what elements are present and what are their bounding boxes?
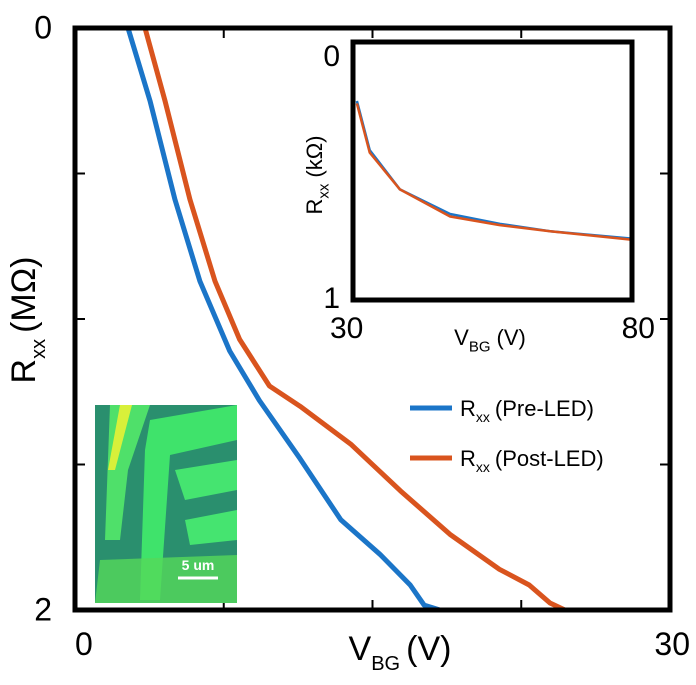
axis-label-main: R bbox=[5, 359, 43, 384]
axis-label: Rxx (MΩ) bbox=[5, 257, 50, 384]
data-line bbox=[125, 27, 670, 613]
axis-label-unit: (MΩ) bbox=[5, 257, 43, 333]
axis-label: VBG (V) bbox=[349, 630, 452, 675]
axis-label-unit: (kΩ) bbox=[302, 136, 327, 178]
inset-background bbox=[353, 42, 632, 300]
micrograph-feature bbox=[140, 405, 237, 600]
axis-label-main: V bbox=[454, 325, 469, 350]
legend-suffix: (Pre-LED) bbox=[495, 396, 594, 421]
scale-label: 5 um bbox=[182, 557, 215, 573]
micrograph-feature bbox=[185, 510, 237, 545]
axis-label-sub: BG bbox=[371, 653, 400, 675]
micrograph-feature bbox=[95, 555, 237, 603]
axis-label: VBG (V) bbox=[454, 325, 526, 356]
legend-sub: xx bbox=[476, 409, 490, 425]
legend-name: R bbox=[460, 396, 476, 421]
axis-label-main: R bbox=[302, 199, 327, 215]
micrograph: 5 um bbox=[95, 405, 237, 603]
micrograph-feature bbox=[108, 405, 132, 470]
axis-label: Rxx (kΩ) bbox=[302, 136, 333, 215]
data-line bbox=[142, 27, 670, 613]
y-tick-label: 0 bbox=[34, 9, 52, 45]
y-tick-label: 2 bbox=[34, 591, 52, 627]
legend-label: Rxx (Post-LED) bbox=[460, 446, 604, 475]
axis-label-main: V bbox=[349, 630, 372, 668]
legend-name: R bbox=[460, 446, 476, 471]
x-tick-label: 30 bbox=[330, 312, 363, 345]
x-tick-label: 80 bbox=[622, 312, 655, 345]
legend-sub: xx bbox=[476, 459, 490, 475]
legend-label: Rxx (Pre-LED) bbox=[460, 396, 594, 425]
y-tick-label: 0 bbox=[323, 40, 340, 73]
axis-label-sub: xx bbox=[28, 339, 50, 359]
axis-label-unit: (V) bbox=[406, 630, 451, 668]
x-tick-label: 30 bbox=[654, 626, 690, 662]
x-tick-label: 0 bbox=[75, 626, 93, 662]
axis-label-unit: (V) bbox=[497, 325, 526, 350]
axis-label-sub: xx bbox=[316, 183, 333, 199]
y-tick-label: 1 bbox=[323, 282, 340, 315]
plot-frame bbox=[350, 39, 635, 303]
legend-suffix: (Post-LED) bbox=[495, 446, 604, 471]
micrograph-feature bbox=[175, 460, 237, 500]
data-line bbox=[355, 103, 633, 242]
axis-label-sub: BG bbox=[469, 339, 491, 356]
